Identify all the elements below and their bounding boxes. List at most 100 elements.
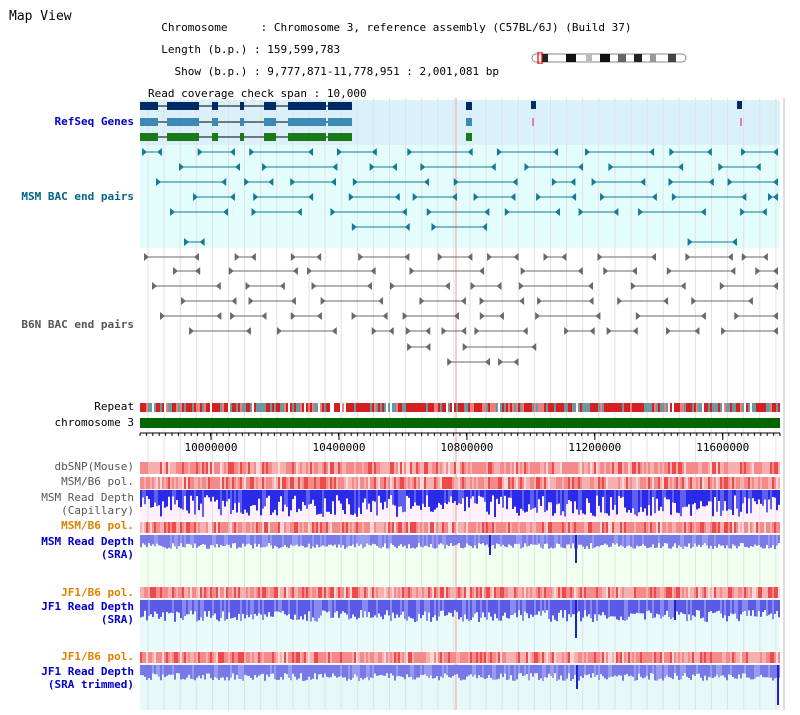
msm-bac-pair-end bbox=[608, 163, 614, 171]
jf1-depth-trimmed-bar bbox=[572, 665, 574, 680]
jf1-depth-sra-bar bbox=[282, 600, 284, 611]
jf1-pol-strip bbox=[146, 587, 148, 598]
msm-depth-sra-bar bbox=[598, 535, 600, 547]
repeat-segment bbox=[716, 403, 718, 412]
jf1-depth-trimmed-bar bbox=[266, 665, 268, 675]
msm-pol-2-strip bbox=[650, 522, 652, 533]
jf1-depth-sra-bar bbox=[198, 600, 200, 621]
msm-depth-capillary-bar bbox=[220, 490, 222, 516]
track-label-b6n-bac-end-pairs[interactable]: B6N BAC end pairs bbox=[21, 318, 134, 331]
b6n-bac-pair-end bbox=[518, 282, 524, 290]
msm-bac-pair-end bbox=[613, 208, 619, 216]
msm-depth-capillary-bar bbox=[612, 490, 614, 510]
msm-depth-capillary-bar bbox=[478, 490, 480, 496]
jf1-depth-sra-bar bbox=[534, 600, 536, 615]
msm-pol-strip bbox=[284, 477, 286, 489]
jf1-depth-trimmed-bar bbox=[438, 665, 440, 681]
repeat-segment bbox=[246, 403, 248, 412]
dbsnp-strip bbox=[566, 462, 568, 474]
repeat-segment bbox=[504, 403, 506, 412]
msm-pol-strip bbox=[366, 477, 368, 489]
repeat-segment bbox=[472, 403, 474, 412]
msm-bac-pair-end bbox=[253, 193, 259, 201]
dbsnp-strip bbox=[676, 462, 678, 474]
msm-pol-2-strip bbox=[260, 522, 262, 533]
msm-bac-pair-end bbox=[453, 178, 459, 186]
jf1-pol-strip bbox=[298, 587, 300, 598]
jf1-pol-strip bbox=[600, 587, 602, 598]
jf1-pol-strip bbox=[534, 587, 536, 598]
msm-pol-strip bbox=[760, 477, 762, 489]
msm-depth-capillary-bar bbox=[224, 490, 226, 507]
dbsnp-strip bbox=[500, 462, 502, 474]
dbsnp-strip bbox=[392, 462, 394, 474]
msm-depth-sra-bar bbox=[236, 535, 238, 549]
msm-pol-strip bbox=[714, 477, 716, 489]
repeat-segment bbox=[776, 403, 778, 412]
jf1-depth-trimmed-bar bbox=[422, 665, 424, 675]
chromosome-value: Chromosome 3, reference assembly (C57BL/… bbox=[273, 21, 632, 34]
jf1-depth-sra-bar bbox=[514, 600, 516, 613]
msm-depth-sra-bar bbox=[600, 535, 602, 546]
repeat-segment bbox=[412, 403, 414, 412]
msm-depth-sra-bar bbox=[550, 535, 552, 548]
jf1-pol-strip bbox=[396, 587, 398, 598]
jf1-pol-2-strip bbox=[142, 652, 144, 663]
jf1-pol-strip bbox=[386, 587, 388, 598]
repeat-segment bbox=[768, 403, 770, 412]
jf1-depth-trimmed-bar bbox=[400, 665, 402, 677]
b6n-bac-pair-end bbox=[498, 312, 504, 320]
jf1-pol-2-strip bbox=[522, 652, 524, 663]
msm-depth-capillary-bar bbox=[500, 490, 502, 497]
track-label-refseq-genes[interactable]: RefSeq Genes bbox=[54, 115, 134, 128]
jf1-pol-strip bbox=[160, 587, 162, 598]
dbsnp-strip bbox=[182, 462, 184, 474]
msm-depth-capillary-bar bbox=[684, 490, 686, 507]
dbsnp-strip bbox=[522, 462, 524, 474]
msm-depth-sra-bar bbox=[170, 535, 172, 549]
jf1-depth-trimmed-bar bbox=[610, 665, 612, 677]
msm-pol-2-strip bbox=[550, 522, 552, 533]
repeat-segment bbox=[756, 403, 758, 412]
chromosome-ideogram[interactable] bbox=[528, 52, 690, 64]
jf1-pol-strip bbox=[182, 587, 184, 598]
jf1-depth-trimmed-bar bbox=[678, 665, 680, 680]
dbsnp-strip bbox=[602, 462, 604, 474]
refseq-exon bbox=[264, 118, 276, 126]
msm-pol-2-strip bbox=[608, 522, 610, 533]
jf1-depth-sra-bar bbox=[778, 600, 780, 618]
msm-pol-strip bbox=[454, 477, 456, 489]
track-label-msm-bac-end-pairs[interactable]: MSM BAC end pairs bbox=[21, 190, 134, 203]
dbsnp-strip bbox=[762, 462, 764, 474]
msm-depth-capillary-bar bbox=[386, 490, 388, 509]
msm-depth-sra-bar bbox=[394, 535, 396, 547]
msm-depth-capillary-bar bbox=[428, 490, 430, 507]
msm-depth-sra-bar bbox=[590, 535, 592, 544]
jf1-depth-trimmed-bar bbox=[502, 665, 504, 678]
jf1-depth-trimmed-bar bbox=[680, 665, 682, 680]
msm-pol-strip bbox=[386, 477, 388, 489]
msm-pol-strip bbox=[550, 477, 552, 489]
repeat-segment bbox=[752, 403, 754, 412]
jf1-pol-strip bbox=[174, 587, 176, 598]
msm-pol-2-strip bbox=[706, 522, 708, 533]
jf1-depth-sra-bar bbox=[754, 600, 756, 617]
dbsnp-strip bbox=[186, 462, 188, 474]
repeat-segment bbox=[646, 403, 648, 412]
jf1-pol-2-strip bbox=[742, 652, 744, 663]
b6n-bac-pair-end bbox=[741, 253, 747, 261]
dbsnp-strip bbox=[646, 462, 648, 474]
msm-depth-capillary-bar bbox=[644, 490, 646, 509]
msm-pol-2-strip bbox=[688, 522, 690, 533]
msm-pol-2-strip bbox=[556, 522, 558, 533]
repeat-segment bbox=[236, 403, 238, 412]
msm-depth-sra-bar bbox=[294, 535, 296, 546]
msm-pol-2-strip bbox=[714, 522, 716, 533]
msm-pol-2-strip bbox=[424, 522, 426, 533]
msm-pol-2-strip bbox=[288, 522, 290, 533]
jf1-pol-strip bbox=[590, 587, 592, 598]
msm-pol-strip bbox=[704, 477, 706, 489]
msm-depth-capillary-bar bbox=[258, 490, 260, 499]
jf1-pol-2-strip bbox=[376, 652, 378, 663]
